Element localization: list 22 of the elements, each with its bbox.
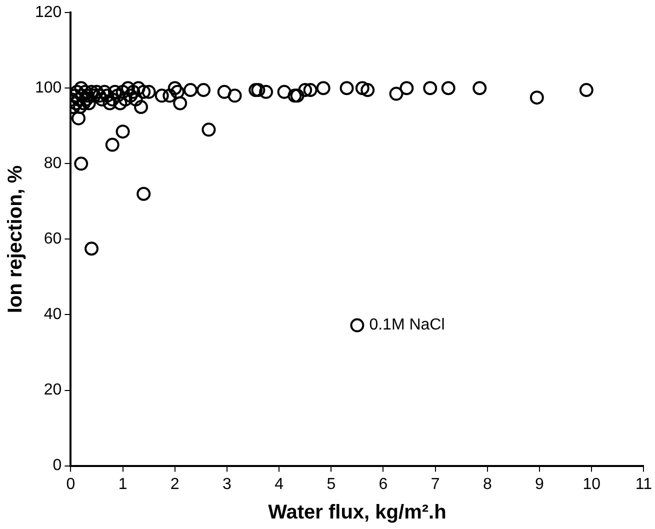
x-tick-label: 6 xyxy=(378,476,388,493)
x-tick-label: 1 xyxy=(118,476,128,493)
y-tick-label: 0 xyxy=(52,457,62,474)
x-tick-label: 5 xyxy=(326,476,336,493)
x-axis-title: Water flux, kg/m².h xyxy=(268,502,446,524)
y-tick-label: 20 xyxy=(44,382,62,399)
x-tick-label: 10 xyxy=(582,476,601,493)
legend-label: 0.1M NaCl xyxy=(369,316,445,334)
y-tick-label: 60 xyxy=(44,230,62,248)
x-tick-label: 3 xyxy=(222,476,232,493)
x-tick-label: 7 xyxy=(430,476,440,493)
y-tick-label: 80 xyxy=(44,155,62,172)
y-tick-label: 100 xyxy=(34,80,62,97)
x-tick-label: 0 xyxy=(66,476,76,493)
y-axis-title: Ion rejection, % xyxy=(4,165,27,314)
x-tick-label: 11 xyxy=(635,476,652,493)
x-tick-label: 8 xyxy=(482,476,492,493)
y-tick-label: 120 xyxy=(34,4,62,22)
x-tick-label: 4 xyxy=(274,476,284,493)
x-tick-label: 9 xyxy=(535,476,544,493)
y-tick-label: 40 xyxy=(44,306,62,324)
x-tick-label: 2 xyxy=(170,476,180,493)
